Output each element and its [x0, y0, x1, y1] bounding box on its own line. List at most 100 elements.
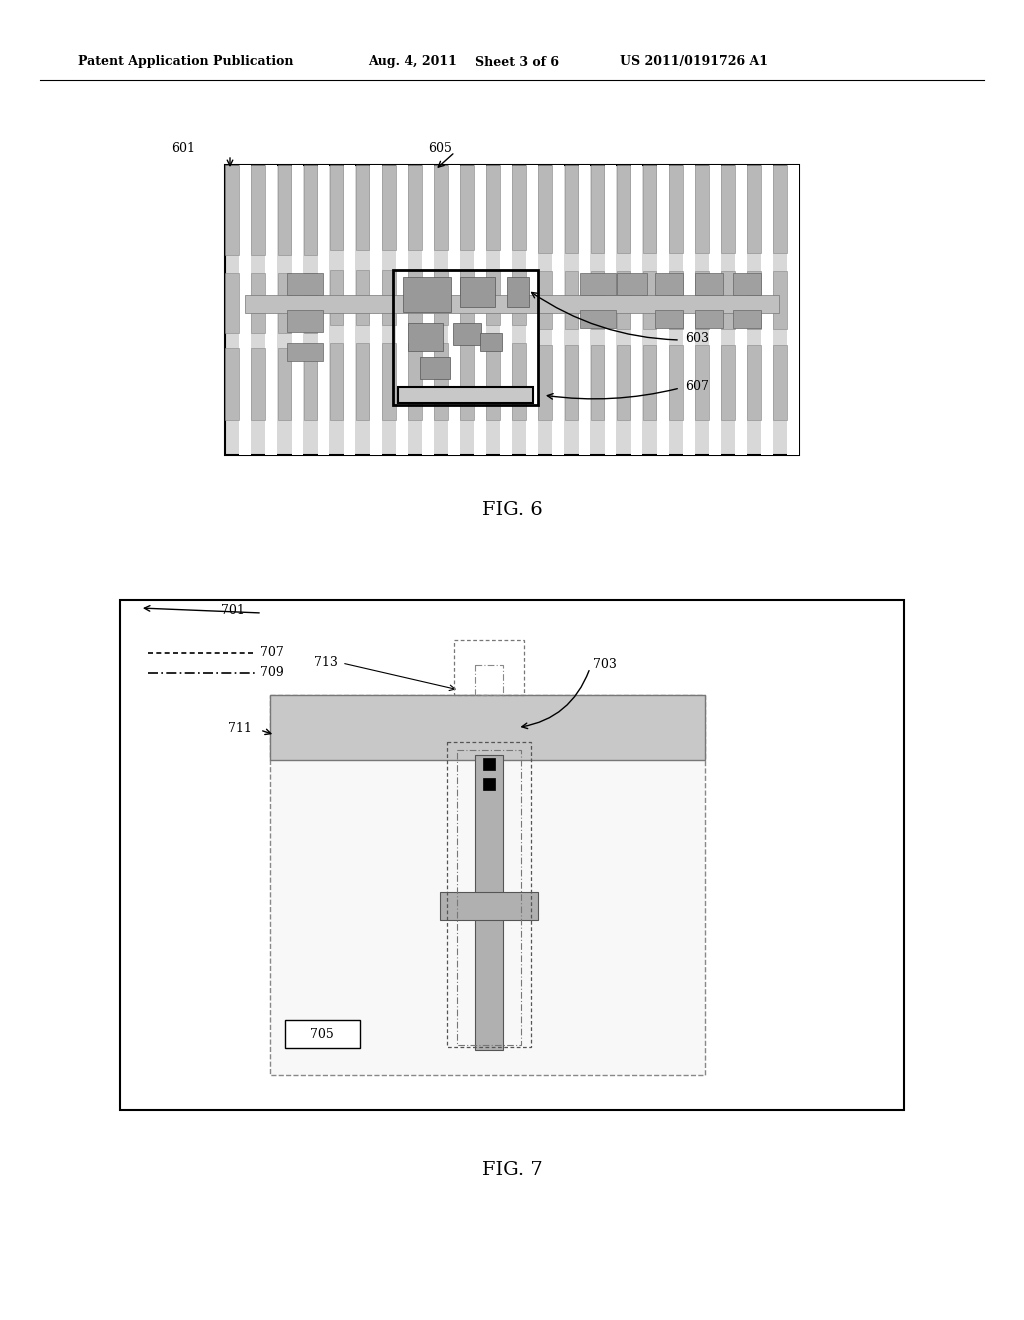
- Bar: [252, 348, 265, 420]
- Bar: [420, 356, 450, 379]
- Bar: [616, 165, 631, 253]
- Bar: [669, 165, 683, 253]
- Bar: [287, 273, 323, 294]
- Text: 709: 709: [260, 667, 284, 680]
- Bar: [382, 343, 395, 420]
- Bar: [773, 271, 786, 329]
- Bar: [748, 271, 761, 329]
- Text: 713: 713: [314, 656, 338, 669]
- Text: FIG. 7: FIG. 7: [481, 1162, 543, 1179]
- Bar: [709, 165, 721, 455]
- Bar: [579, 165, 590, 455]
- Bar: [225, 165, 239, 255]
- Bar: [457, 750, 521, 1045]
- Bar: [695, 310, 723, 327]
- Bar: [355, 271, 370, 325]
- Bar: [460, 277, 495, 308]
- Bar: [552, 165, 564, 455]
- Bar: [330, 271, 343, 325]
- Bar: [512, 165, 526, 249]
- Text: 707: 707: [260, 647, 284, 660]
- Bar: [695, 345, 709, 420]
- Text: 607: 607: [685, 380, 709, 392]
- Bar: [616, 271, 631, 329]
- Bar: [580, 273, 616, 294]
- Bar: [460, 165, 474, 249]
- Bar: [580, 310, 616, 327]
- Bar: [695, 273, 723, 294]
- Bar: [475, 665, 503, 696]
- Text: 701: 701: [221, 603, 245, 616]
- Bar: [408, 343, 422, 420]
- Bar: [252, 273, 265, 333]
- Bar: [434, 165, 447, 249]
- Bar: [285, 1020, 360, 1048]
- Bar: [449, 165, 460, 455]
- Bar: [526, 165, 538, 455]
- Bar: [483, 758, 495, 770]
- Bar: [591, 271, 604, 329]
- Bar: [270, 696, 705, 760]
- Text: Aug. 4, 2011: Aug. 4, 2011: [368, 55, 457, 69]
- Bar: [330, 343, 343, 420]
- Bar: [773, 165, 786, 253]
- Bar: [355, 343, 370, 420]
- Bar: [278, 348, 291, 420]
- Text: 603: 603: [685, 331, 709, 345]
- Bar: [287, 310, 323, 333]
- Bar: [564, 165, 579, 253]
- Bar: [761, 165, 773, 455]
- Bar: [539, 271, 552, 329]
- Bar: [252, 165, 265, 255]
- Bar: [278, 273, 291, 333]
- Bar: [304, 348, 317, 420]
- Bar: [225, 273, 239, 333]
- Bar: [486, 165, 500, 249]
- Bar: [270, 696, 705, 1074]
- Bar: [480, 333, 502, 351]
- Bar: [483, 777, 495, 789]
- Bar: [382, 165, 395, 249]
- Bar: [695, 271, 709, 329]
- Bar: [434, 343, 447, 420]
- Bar: [683, 165, 694, 455]
- Text: 601: 601: [171, 141, 195, 154]
- Bar: [501, 165, 512, 455]
- Bar: [460, 271, 474, 325]
- Bar: [408, 165, 422, 249]
- Bar: [453, 323, 481, 345]
- Bar: [669, 345, 683, 420]
- Bar: [422, 165, 434, 455]
- Bar: [656, 165, 669, 455]
- Bar: [440, 892, 538, 920]
- Bar: [564, 345, 579, 420]
- Bar: [507, 277, 529, 308]
- Bar: [454, 640, 524, 696]
- Bar: [735, 165, 746, 455]
- Bar: [748, 165, 761, 253]
- Bar: [591, 165, 604, 253]
- Bar: [617, 273, 647, 294]
- Bar: [245, 294, 779, 313]
- Text: Sheet 3 of 6: Sheet 3 of 6: [475, 55, 559, 69]
- Bar: [278, 165, 291, 255]
- Text: 605: 605: [428, 141, 452, 154]
- Text: 703: 703: [593, 659, 616, 672]
- Bar: [304, 273, 317, 333]
- Text: US 2011/0191726 A1: US 2011/0191726 A1: [620, 55, 768, 69]
- Bar: [434, 271, 447, 325]
- Bar: [408, 271, 422, 325]
- Bar: [344, 165, 355, 455]
- Bar: [225, 348, 239, 420]
- Bar: [512, 343, 526, 420]
- Bar: [539, 345, 552, 420]
- Bar: [475, 755, 503, 1049]
- Bar: [382, 271, 395, 325]
- Bar: [447, 742, 531, 1047]
- Bar: [398, 387, 534, 403]
- Bar: [287, 343, 323, 360]
- Text: 711: 711: [228, 722, 252, 734]
- Bar: [408, 323, 443, 351]
- Bar: [120, 601, 904, 1110]
- Bar: [604, 165, 616, 455]
